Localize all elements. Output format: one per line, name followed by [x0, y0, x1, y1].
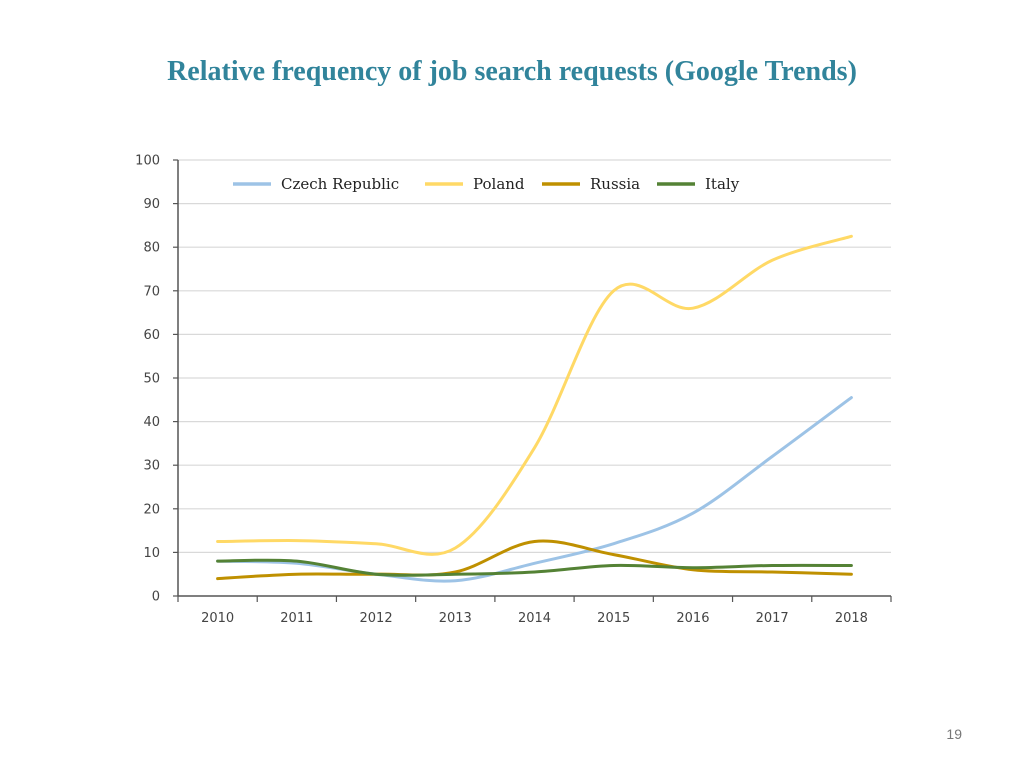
x-tick-label: 2014: [518, 611, 551, 626]
gridlines: [178, 159, 891, 554]
x-tick-label: 2017: [756, 611, 789, 626]
series-line-czech-republic: [216, 396, 853, 583]
y-tick-label: 10: [143, 546, 160, 561]
y-tick-label: 40: [143, 415, 160, 430]
y-tick-label: 70: [143, 284, 160, 299]
x-tick-label: 2015: [597, 611, 630, 626]
series-line-italy: [216, 558, 853, 577]
y-tick-label: 100: [135, 154, 160, 169]
legend-label: Czech Republic: [281, 175, 399, 193]
legend-item-poland: Poland: [425, 175, 525, 193]
x-tick-label: 2011: [280, 611, 313, 626]
y-tick-label: 50: [143, 372, 160, 387]
legend: Czech Republic Poland Russia Italy: [233, 175, 740, 193]
legend-item-russia: Russia: [542, 175, 640, 193]
y-tick-label: 60: [143, 328, 160, 343]
x-tick-label: 2016: [676, 611, 709, 626]
legend-label: Italy: [705, 175, 740, 193]
x-tick-label: 2010: [201, 611, 234, 626]
axes: 0 10 20 30 40 50 60 70 80 90 100 2010 2011 2012 2013 20…: [135, 154, 892, 626]
series-lines: [216, 234, 853, 583]
legend-item-czech-republic: Czech Republic: [233, 175, 399, 193]
legend-item-italy: Italy: [657, 175, 740, 193]
x-tick-label: 2018: [835, 611, 868, 626]
x-tick-label: 2012: [360, 611, 393, 626]
slide-title: Relative frequency of job search request…: [167, 56, 857, 87]
y-tick-label: 80: [143, 241, 160, 256]
x-tick-label: 2013: [439, 611, 472, 626]
y-tick-label: 90: [143, 197, 160, 212]
legend-label: Russia: [590, 175, 640, 193]
series-line-russia: [216, 539, 853, 581]
legend-label: Poland: [473, 175, 525, 193]
y-tick-label: 20: [143, 502, 160, 517]
page-number: 19: [946, 726, 962, 742]
y-tick-label: 30: [143, 459, 160, 474]
y-tick-label: 0: [152, 590, 160, 605]
series-line-poland: [216, 234, 853, 556]
